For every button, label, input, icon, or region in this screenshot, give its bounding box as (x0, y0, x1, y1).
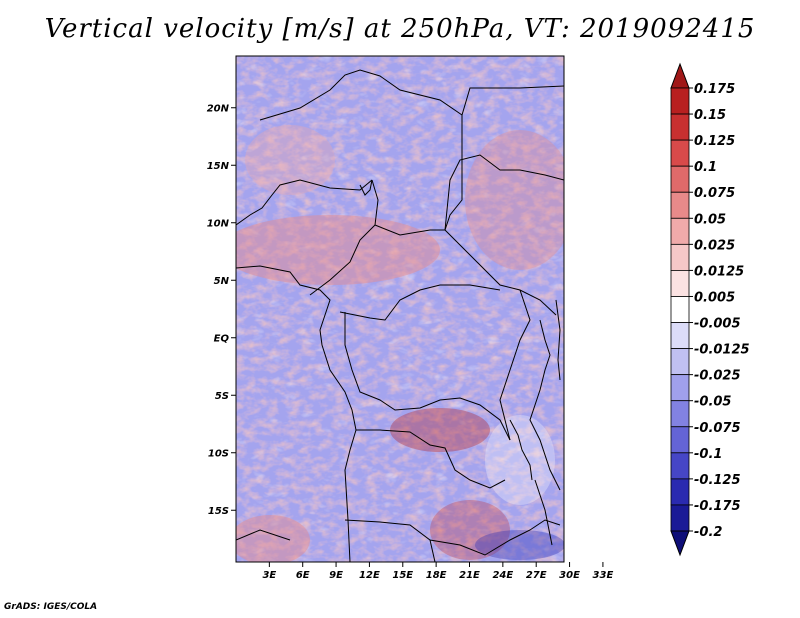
field-highlights (236, 56, 564, 562)
colorbar-segment (670, 426, 690, 454)
colorbar-segment (670, 348, 690, 376)
drc-angola-border (344, 312, 511, 441)
lat-tick-label: 10S (208, 448, 229, 459)
field-red-patch-east (465, 130, 564, 270)
field-red-patch-southwest (236, 515, 310, 562)
lake-tanganyika-outline (509, 419, 533, 481)
namibia-botswana-border (344, 519, 561, 556)
map-frame (235, 55, 565, 563)
colorbar-label: 0.125 (694, 134, 735, 149)
lon-tick-label: 21E (459, 570, 480, 581)
plot-title: Vertical velocity [m/s] at 250hPa, VT: 2… (44, 14, 756, 44)
colorbar-segment (670, 87, 690, 115)
colorbar-segment (670, 296, 690, 323)
field-blue-patch-southeast (475, 530, 564, 560)
colorbar-label: -0.075 (694, 421, 741, 436)
field-pink-patch-northwest (245, 125, 335, 195)
coastlines-borders (236, 69, 564, 562)
lat-tick-label: 20N (207, 103, 230, 114)
car-sudan-border (374, 224, 557, 316)
lon-tick-label: 3E (262, 570, 276, 581)
colorbar-segment (670, 217, 690, 245)
sudan-internal-border (444, 154, 564, 231)
chad-cameroon-border (309, 179, 379, 296)
lon-tick-label: 9E (329, 570, 343, 581)
colorbar-segment (670, 504, 690, 532)
colorbar-label: 0.0125 (694, 264, 744, 279)
colorbar-top-triangle (670, 62, 690, 89)
colorbar-label: 0.1 (694, 160, 717, 175)
colorbar-label: -0.1 (694, 447, 722, 462)
southwest-border (236, 529, 291, 541)
east-africa-border (529, 319, 561, 491)
lat-tick-label: 5N (214, 276, 230, 287)
lon-tick-label: 30E (559, 570, 580, 581)
credit-label: GrADS: IGES/COLA (4, 602, 98, 612)
lon-tick-label: 33E (593, 570, 614, 581)
colorbar-label: -0.0125 (694, 343, 750, 358)
sahel-border (236, 179, 373, 226)
colorbar-label: -0.005 (694, 317, 741, 332)
velocity-field (236, 56, 564, 562)
field-red-patch-south (390, 408, 490, 452)
lat-tick-label: 15N (207, 161, 230, 172)
colorbar-segment (670, 243, 690, 271)
colorbar-segment (670, 165, 690, 193)
lon-tick-label: 6E (296, 570, 310, 581)
lon-tick-label: 27E (526, 570, 547, 581)
colorbar-segment (670, 191, 690, 219)
egypt-sudan-border (461, 85, 564, 116)
angola-zambia-border (356, 429, 506, 489)
colorbar-label: -0.025 (694, 369, 741, 384)
lake-malawi-outline (534, 479, 553, 546)
colorbar-label: 0.15 (694, 108, 726, 123)
colorbar-label: 0.025 (694, 238, 735, 253)
field-red-patch-south2 (430, 500, 510, 560)
colorbar-bottom-triangle (670, 530, 690, 557)
lat-tick-label: 5S (215, 391, 229, 402)
colorbar-segment (670, 113, 690, 141)
colorbar-segment (670, 322, 690, 349)
colorbar-segment (670, 400, 690, 428)
lon-tick-label: 12E (359, 570, 380, 581)
field-red-band-north (236, 215, 440, 285)
colorbar-label: 0.05 (694, 212, 726, 227)
colorbar-segment (670, 139, 690, 167)
atlantic-coastline (236, 265, 357, 562)
colorbar-segment (670, 374, 690, 402)
colorbar-label: -0.05 (694, 395, 731, 410)
colorbar-label: -0.2 (694, 525, 722, 540)
colorbar-label: -0.125 (694, 473, 741, 488)
field-white-patch-east (485, 415, 555, 505)
colorbar-segment (670, 270, 690, 297)
colorbar-label: 0.175 (694, 82, 735, 97)
longitude-axis: 3E 6E 9E 12E 15E 18E 21E 24E 27E 30E 33E (262, 562, 613, 581)
congo-car-border (339, 284, 501, 321)
colorbar-label: 0.005 (694, 290, 735, 305)
lon-tick-label: 15E (392, 570, 413, 581)
lake-chad-outline (359, 179, 373, 196)
colorbar: 0.175 0.15 0.125 0.1 0.075 0.05 0.025 0.0125 0.0… (670, 62, 750, 557)
colorbar-label: -0.175 (694, 499, 741, 514)
colorbar-segment (670, 478, 690, 506)
lake-victoria-outline (555, 299, 561, 381)
south-border (429, 539, 436, 562)
lat-tick-label: 15S (208, 506, 229, 517)
lon-tick-label: 18E (426, 570, 447, 581)
colorbar-segment (670, 452, 690, 480)
lon-tick-label: 24E (492, 570, 513, 581)
lat-tick-label: EQ (214, 333, 230, 344)
lat-tick-label: 10N (207, 218, 230, 229)
libya-chad-border (259, 69, 463, 231)
latitude-axis: 20N 15N 10N 5N EQ 5S 10S 15S (207, 103, 236, 517)
great-lakes-border (499, 289, 531, 441)
colorbar-label: 0.075 (694, 186, 735, 201)
